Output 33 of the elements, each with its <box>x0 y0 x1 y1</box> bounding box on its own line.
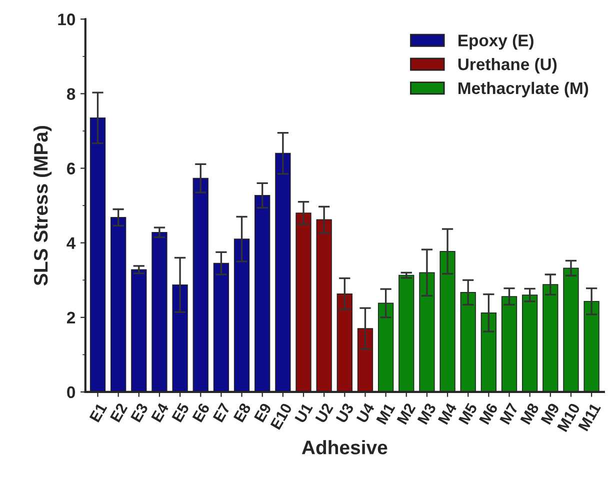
x-tick-label: M2 <box>396 402 416 425</box>
x-tick-label: E7 <box>212 402 230 423</box>
x-tick-label: E3 <box>130 402 148 423</box>
legend-label: Methacrylate (M) <box>458 82 588 98</box>
legend-label: Epoxy (E) <box>458 34 534 50</box>
x-tick-label: M5 <box>458 402 478 425</box>
x-tick-label: U4 <box>356 402 375 424</box>
x-tick-label: U2 <box>315 402 334 424</box>
x-tick-label: E8 <box>233 402 252 423</box>
x-tick-label: M7 <box>500 402 519 425</box>
y-axis-title: SLS Stress (MPa) <box>33 126 52 286</box>
x-tick-label: U1 <box>294 402 314 424</box>
x-tick-label: E5 <box>172 402 190 423</box>
x-tick-label: E9 <box>254 402 272 423</box>
x-tick-label: M9 <box>540 402 560 425</box>
legend-label: Urethane (U) <box>458 58 557 74</box>
x-tick-label: U3 <box>336 402 354 424</box>
x-tick-label: M1 <box>376 402 396 425</box>
x-tick-label: E4 <box>151 402 170 423</box>
y-tick-label: 0 <box>67 386 75 398</box>
y-tick-label: 6 <box>67 162 76 174</box>
x-tick-label: M4 <box>438 402 458 425</box>
x-tick-label: E6 <box>192 402 210 423</box>
x-tick-label: E1 <box>89 402 108 423</box>
y-tick-label: 8 <box>66 88 76 100</box>
x-tick-label: M8 <box>520 402 540 425</box>
x-tick-label: M6 <box>478 402 498 425</box>
y-tick-label: 10 <box>58 14 75 26</box>
y-tick-label: 2 <box>66 312 76 324</box>
x-tick-label: E2 <box>110 402 128 423</box>
x-axis-title: Adhesive <box>302 440 388 454</box>
y-tick-label: 4 <box>66 237 76 249</box>
x-tick-label: M3 <box>417 402 436 425</box>
